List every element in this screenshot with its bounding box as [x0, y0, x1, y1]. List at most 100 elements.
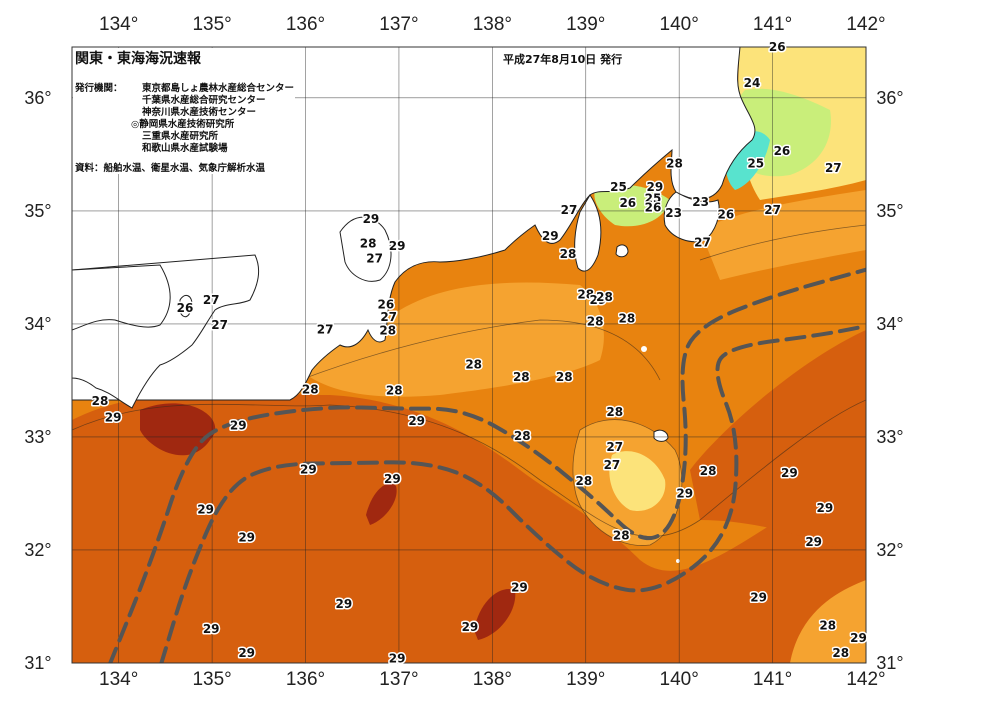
isotherm-label: 23: [692, 195, 709, 209]
isotherm-label: 26: [177, 301, 194, 315]
isotherm-label: 29: [781, 466, 798, 480]
isotherm-label: 26: [774, 144, 791, 158]
longitude-tick-top: 135°: [192, 14, 231, 35]
sea-25-zone-sagami: [594, 184, 670, 227]
publisher-2: 千葉県水産総合研究センター: [142, 94, 266, 106]
isotherm-label: 28: [606, 405, 623, 419]
latitude-tick-left: 32°: [24, 540, 51, 560]
latitude-tick-left: 35°: [24, 201, 51, 221]
isotherm-label: 25: [610, 180, 627, 194]
sea-30-spot: [366, 483, 397, 525]
issue-date: 平成27年8月10日 発行: [503, 52, 622, 66]
isotherm-label: 26: [769, 40, 786, 54]
longitude-tick-top: 136°: [286, 14, 325, 35]
isotherm-label: 29: [511, 580, 528, 594]
isotherm-label: 29: [408, 414, 425, 428]
longitude-tick-bottom: 134°: [99, 669, 138, 690]
longitude-tick-top: 139°: [566, 14, 605, 35]
isotherm-label: 29: [105, 411, 122, 425]
kuroshio-axis: [108, 267, 866, 663]
longitude-tick-bottom: 135°: [192, 669, 231, 690]
latitude-tick-right: 33°: [876, 427, 903, 447]
sea-27-zone-northeast: [700, 190, 866, 280]
isotherm-label: 27: [366, 251, 383, 265]
latitude-tick-left: 36°: [24, 88, 51, 108]
plot-frame: [71, 46, 867, 664]
isotherm-label: 26: [718, 207, 735, 221]
isotherm-label: 28: [832, 646, 849, 660]
isotherm-label: 27: [606, 440, 623, 454]
sea-26-zone-izu: [609, 451, 666, 511]
isotherm-label: 29: [230, 419, 247, 433]
isotherm-label: 29: [389, 651, 406, 665]
isotherm-label: 29: [203, 622, 220, 636]
data-source: 資料：船舶水温、衛星水温、気象庁解析水温: [75, 162, 266, 174]
isotherm-label: 28: [465, 358, 482, 372]
longitude-tick-bottom: 142°: [846, 669, 885, 690]
isotherm-label: 28: [576, 474, 593, 488]
isotherm-label: 29: [389, 239, 406, 253]
isotherm-label: 28: [302, 382, 319, 396]
isotherm-label: 26: [378, 298, 395, 312]
isotherm-line: [572, 419, 683, 546]
sea-27-zone-southeast: [790, 580, 866, 663]
latitude-tick-right: 32°: [876, 540, 903, 560]
publisher-label: 発行機関：: [74, 82, 123, 94]
axis-ticks: 134° 134° 135° 135° 136° 136° 137° 137° 138° 138°…: [24, 14, 903, 690]
latitude-tick-left: 33°: [24, 427, 51, 447]
isotherm-label: 24: [744, 76, 761, 90]
isotherm-label: 29: [647, 180, 664, 194]
isotherm-label: 28: [666, 156, 683, 170]
isotherm-label: 27: [825, 161, 842, 175]
isotherm-label: 27: [604, 458, 621, 472]
publisher-6: 和歌山県水産試験場: [141, 142, 228, 154]
latitude-tick-right: 36°: [876, 88, 903, 108]
isotherm-label: 27: [211, 318, 228, 332]
isotherm-label: 29: [542, 229, 559, 243]
isotherm-label: 25: [645, 191, 662, 205]
latitude-tick-left: 34°: [24, 314, 51, 334]
isotherm-label: 25: [747, 156, 764, 170]
isotherm-label: 29: [817, 501, 834, 515]
longitude-tick-top: 137°: [379, 14, 418, 35]
isotherm-label: 28: [92, 394, 109, 408]
publisher-4: ◎静岡県水産技術研究所: [131, 118, 235, 130]
isotherm-label: 29: [238, 646, 255, 660]
isotherm-line: [699, 224, 866, 261]
isotherm-label: 27: [203, 293, 220, 307]
isotherm-label: 26: [645, 200, 662, 214]
isotherm-label: 29: [590, 293, 607, 307]
latitude-tick-right: 31°: [876, 653, 903, 673]
isotherm-label: 28: [386, 384, 403, 398]
isotherm-label: 28: [513, 370, 530, 384]
isotherm-label: 28: [379, 324, 396, 338]
isotherm-label: 28: [587, 315, 604, 329]
isotherm-label: 28: [613, 528, 630, 542]
isotherm-label: 29: [805, 535, 822, 549]
kuroshio-axis-south: [159, 324, 866, 663]
isotherm-label: 27: [694, 236, 711, 250]
isotherm-label: 28: [819, 619, 836, 633]
isotherm-label: 29: [676, 486, 693, 500]
longitude-tick-bottom: 139°: [566, 669, 605, 690]
isotherm-line: [299, 319, 661, 381]
isotherm-label: 28: [577, 288, 594, 302]
header-panel: [73, 48, 295, 174]
longitude-tick-top: 140°: [660, 14, 699, 35]
longitude-tick-top: 138°: [473, 14, 512, 35]
isotherm-label: 29: [850, 631, 867, 645]
isotherm-label: 28: [514, 429, 531, 443]
longitude-tick-bottom: 140°: [660, 669, 699, 690]
isotherm-label: 28: [360, 237, 377, 251]
longitude-tick-bottom: 137°: [379, 669, 418, 690]
land-miyakejima: [641, 346, 647, 352]
isotherm-label: 29: [384, 472, 401, 486]
publisher-1: 東京都島しょ農林水産総合センター: [141, 82, 294, 94]
longitude-tick-top: 134°: [99, 14, 138, 35]
isotherm-label: 28: [619, 311, 636, 325]
longitude-tick-top: 141°: [753, 14, 792, 35]
longitude-tick-bottom: 136°: [286, 669, 325, 690]
